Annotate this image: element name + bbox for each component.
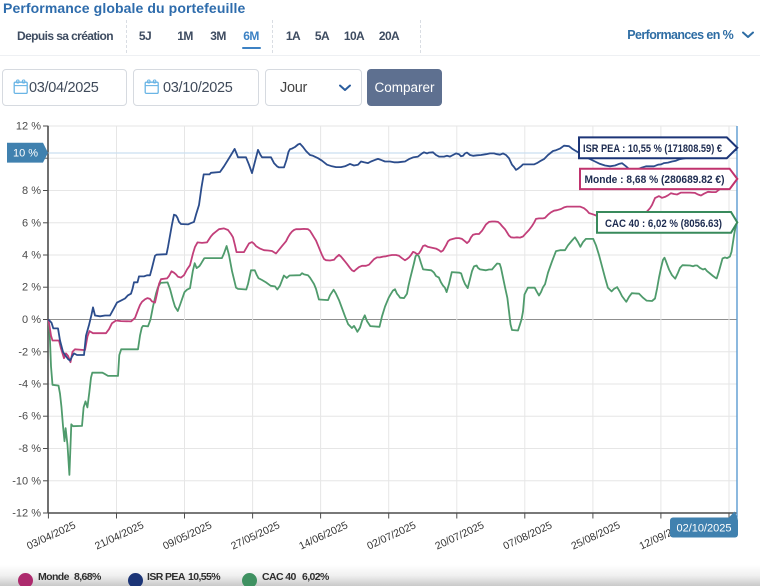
svg-text:-6 %: -6 % — [18, 411, 41, 423]
svg-text:02/10/2025: 02/10/2025 — [676, 523, 731, 535]
svg-text:07/08/2025: 07/08/2025 — [501, 519, 554, 552]
svg-text:10 %: 10 % — [13, 148, 38, 160]
svg-text:8 %: 8 % — [22, 185, 41, 197]
svg-text:25/08/2025: 25/08/2025 — [569, 519, 622, 552]
svg-text:-10 %: -10 % — [12, 475, 41, 487]
svg-text:03/04/2025: 03/04/2025 — [25, 519, 78, 552]
svg-text:14/06/2025: 14/06/2025 — [297, 519, 350, 552]
svg-text:4 %: 4 % — [22, 250, 41, 262]
svg-text:27/05/2025: 27/05/2025 — [229, 519, 282, 552]
svg-text:20/07/2025: 20/07/2025 — [433, 519, 486, 552]
svg-text:CAC 40 : 6,02 % (8056.63): CAC 40 : 6,02 % (8056.63) — [605, 218, 722, 230]
svg-text:21/04/2025: 21/04/2025 — [93, 519, 146, 552]
svg-text:-12 %: -12 % — [12, 508, 41, 520]
svg-text:12 %: 12 % — [16, 121, 41, 133]
svg-text:09/05/2025: 09/05/2025 — [161, 519, 214, 552]
svg-text:-8 %: -8 % — [18, 443, 41, 455]
svg-text:6 %: 6 % — [22, 217, 41, 229]
svg-text:ISR PEA : 10,55 % (171808.59): ISR PEA : 10,55 % (171808.59) € — [583, 143, 722, 155]
svg-text:-2 %: -2 % — [18, 346, 41, 358]
svg-text:Monde : 8,68 % (280689.82 €): Monde : 8,68 % (280689.82 €) — [585, 174, 725, 186]
svg-text:0 %: 0 % — [22, 314, 41, 326]
svg-text:-4 %: -4 % — [18, 379, 41, 391]
svg-text:2 %: 2 % — [22, 282, 41, 294]
svg-text:02/07/2025: 02/07/2025 — [365, 519, 418, 552]
